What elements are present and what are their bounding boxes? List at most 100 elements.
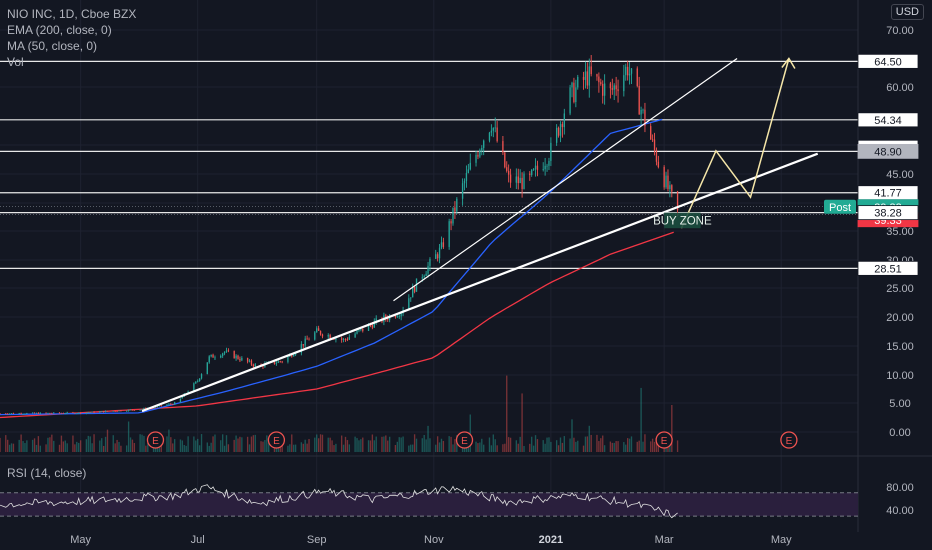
legend-ema[interactable]: EMA (200, close, 0): [7, 23, 112, 37]
volume-bar: [72, 435, 74, 452]
volume-bar: [536, 439, 539, 452]
volume-bar: [139, 434, 141, 452]
candle-body: [314, 332, 316, 340]
volume-bar: [429, 438, 431, 452]
time-axis[interactable]: May Jul Sep Nov 2021 Mar May: [70, 534, 792, 546]
candle-body: [517, 176, 519, 184]
price-axis-label: 70.00: [886, 25, 914, 37]
volume-bar: [569, 438, 571, 452]
price-tag-label: 48.90: [874, 146, 902, 158]
candle-body: [154, 406, 157, 408]
volume-bar: [131, 439, 134, 452]
volume-bar: [99, 440, 101, 452]
trendline[interactable]: [141, 152, 819, 413]
candle-body: [375, 318, 377, 322]
candle-body: [223, 351, 226, 354]
volume-bar: [436, 436, 439, 452]
buy-zone[interactable]: BUY ZONE: [653, 212, 712, 229]
trendline[interactable]: [393, 58, 738, 302]
earnings-marker[interactable]: [455, 431, 474, 449]
currency-button[interactable]: USD: [890, 4, 924, 20]
price-tag-box: [857, 53, 919, 69]
candle-body: [423, 275, 425, 278]
volume-bar: [187, 436, 189, 452]
volume-bar: [408, 445, 410, 452]
ema-200-line: [0, 231, 674, 419]
earnings-marker[interactable]: [655, 431, 673, 449]
legend-vol[interactable]: Vol: [7, 55, 24, 69]
volume-bar: [342, 444, 345, 452]
candle-body: [120, 410, 122, 412]
volume-bar: [212, 436, 214, 452]
projection-line[interactable]: [680, 58, 790, 229]
price-axis-label: 35.00: [886, 226, 914, 238]
candle-body: [327, 335, 329, 337]
volume-bar: [603, 445, 606, 452]
volume-bar: [626, 438, 629, 452]
candle-body: [628, 73, 631, 76]
volume-bar: [114, 443, 116, 452]
candle-body: [555, 127, 558, 143]
candle-body: [193, 383, 195, 392]
volume-bar: [490, 445, 493, 452]
candle-body: [335, 338, 337, 340]
volume-bar: [532, 445, 535, 452]
candle-body: [206, 362, 208, 375]
trendlines[interactable]: [141, 58, 819, 413]
volume-bar: [237, 438, 239, 452]
candle-body: [625, 66, 627, 76]
volume-bar: [481, 438, 483, 452]
volume-bar: [183, 444, 185, 452]
candle-body: [436, 254, 439, 259]
projection-path[interactable]: [680, 57, 796, 229]
candle-body: [536, 165, 539, 170]
candle-body: [212, 354, 214, 358]
volume-bar: [31, 439, 34, 452]
volume-bar: [45, 444, 47, 452]
time-axis-label: Sep: [307, 534, 327, 546]
price-tag-label: 38.28: [874, 208, 902, 220]
earnings-marker[interactable]: [146, 431, 165, 449]
candle-body: [367, 324, 370, 331]
candle-body: [179, 398, 182, 403]
volume-bar: [586, 436, 589, 452]
price-tag-label: 28.51: [874, 263, 902, 275]
candle-body: [548, 160, 550, 166]
volume-bar: [87, 435, 89, 452]
volume-bar: [314, 437, 316, 452]
price-axis[interactable]: 70.0060.0050.0045.0040.0035.0030.0025.00…: [886, 25, 914, 439]
candle-body: [45, 412, 47, 414]
volume-bar: [387, 440, 389, 452]
candle-body: [300, 344, 303, 353]
earnings-marker[interactable]: [780, 431, 798, 449]
volume-bar: [469, 414, 471, 452]
legend-rsi[interactable]: RSI (14, close): [7, 466, 87, 480]
volume-bar: [198, 445, 201, 452]
legend-ma[interactable]: MA (50, close, 0): [7, 39, 98, 53]
candle-body: [195, 381, 197, 384]
price-axis-label: 25.00: [886, 283, 914, 295]
price-axis-label: 15.00: [886, 341, 914, 353]
earnings-marker[interactable]: [267, 431, 286, 449]
volume-bar: [91, 443, 93, 452]
volume-bar: [615, 441, 617, 452]
volume-bar: [118, 441, 120, 452]
legend-symbol[interactable]: NIO INC, 1D, Cboe BZX: [7, 7, 137, 21]
candle-body: [596, 74, 598, 77]
volume-bar: [488, 437, 491, 452]
candle-body: [79, 412, 82, 414]
rsi-line: [0, 484, 678, 519]
volume-bar: [584, 436, 587, 452]
buy-zone-box[interactable]: [664, 212, 701, 229]
candle-body: [168, 403, 170, 405]
volume-bar: [346, 440, 349, 452]
candle-body: [208, 356, 210, 363]
candle-body: [456, 198, 458, 212]
candle-body: [502, 141, 504, 153]
candle-body: [521, 177, 523, 189]
candle-body: [651, 139, 654, 141]
volume-bar: [348, 444, 351, 452]
